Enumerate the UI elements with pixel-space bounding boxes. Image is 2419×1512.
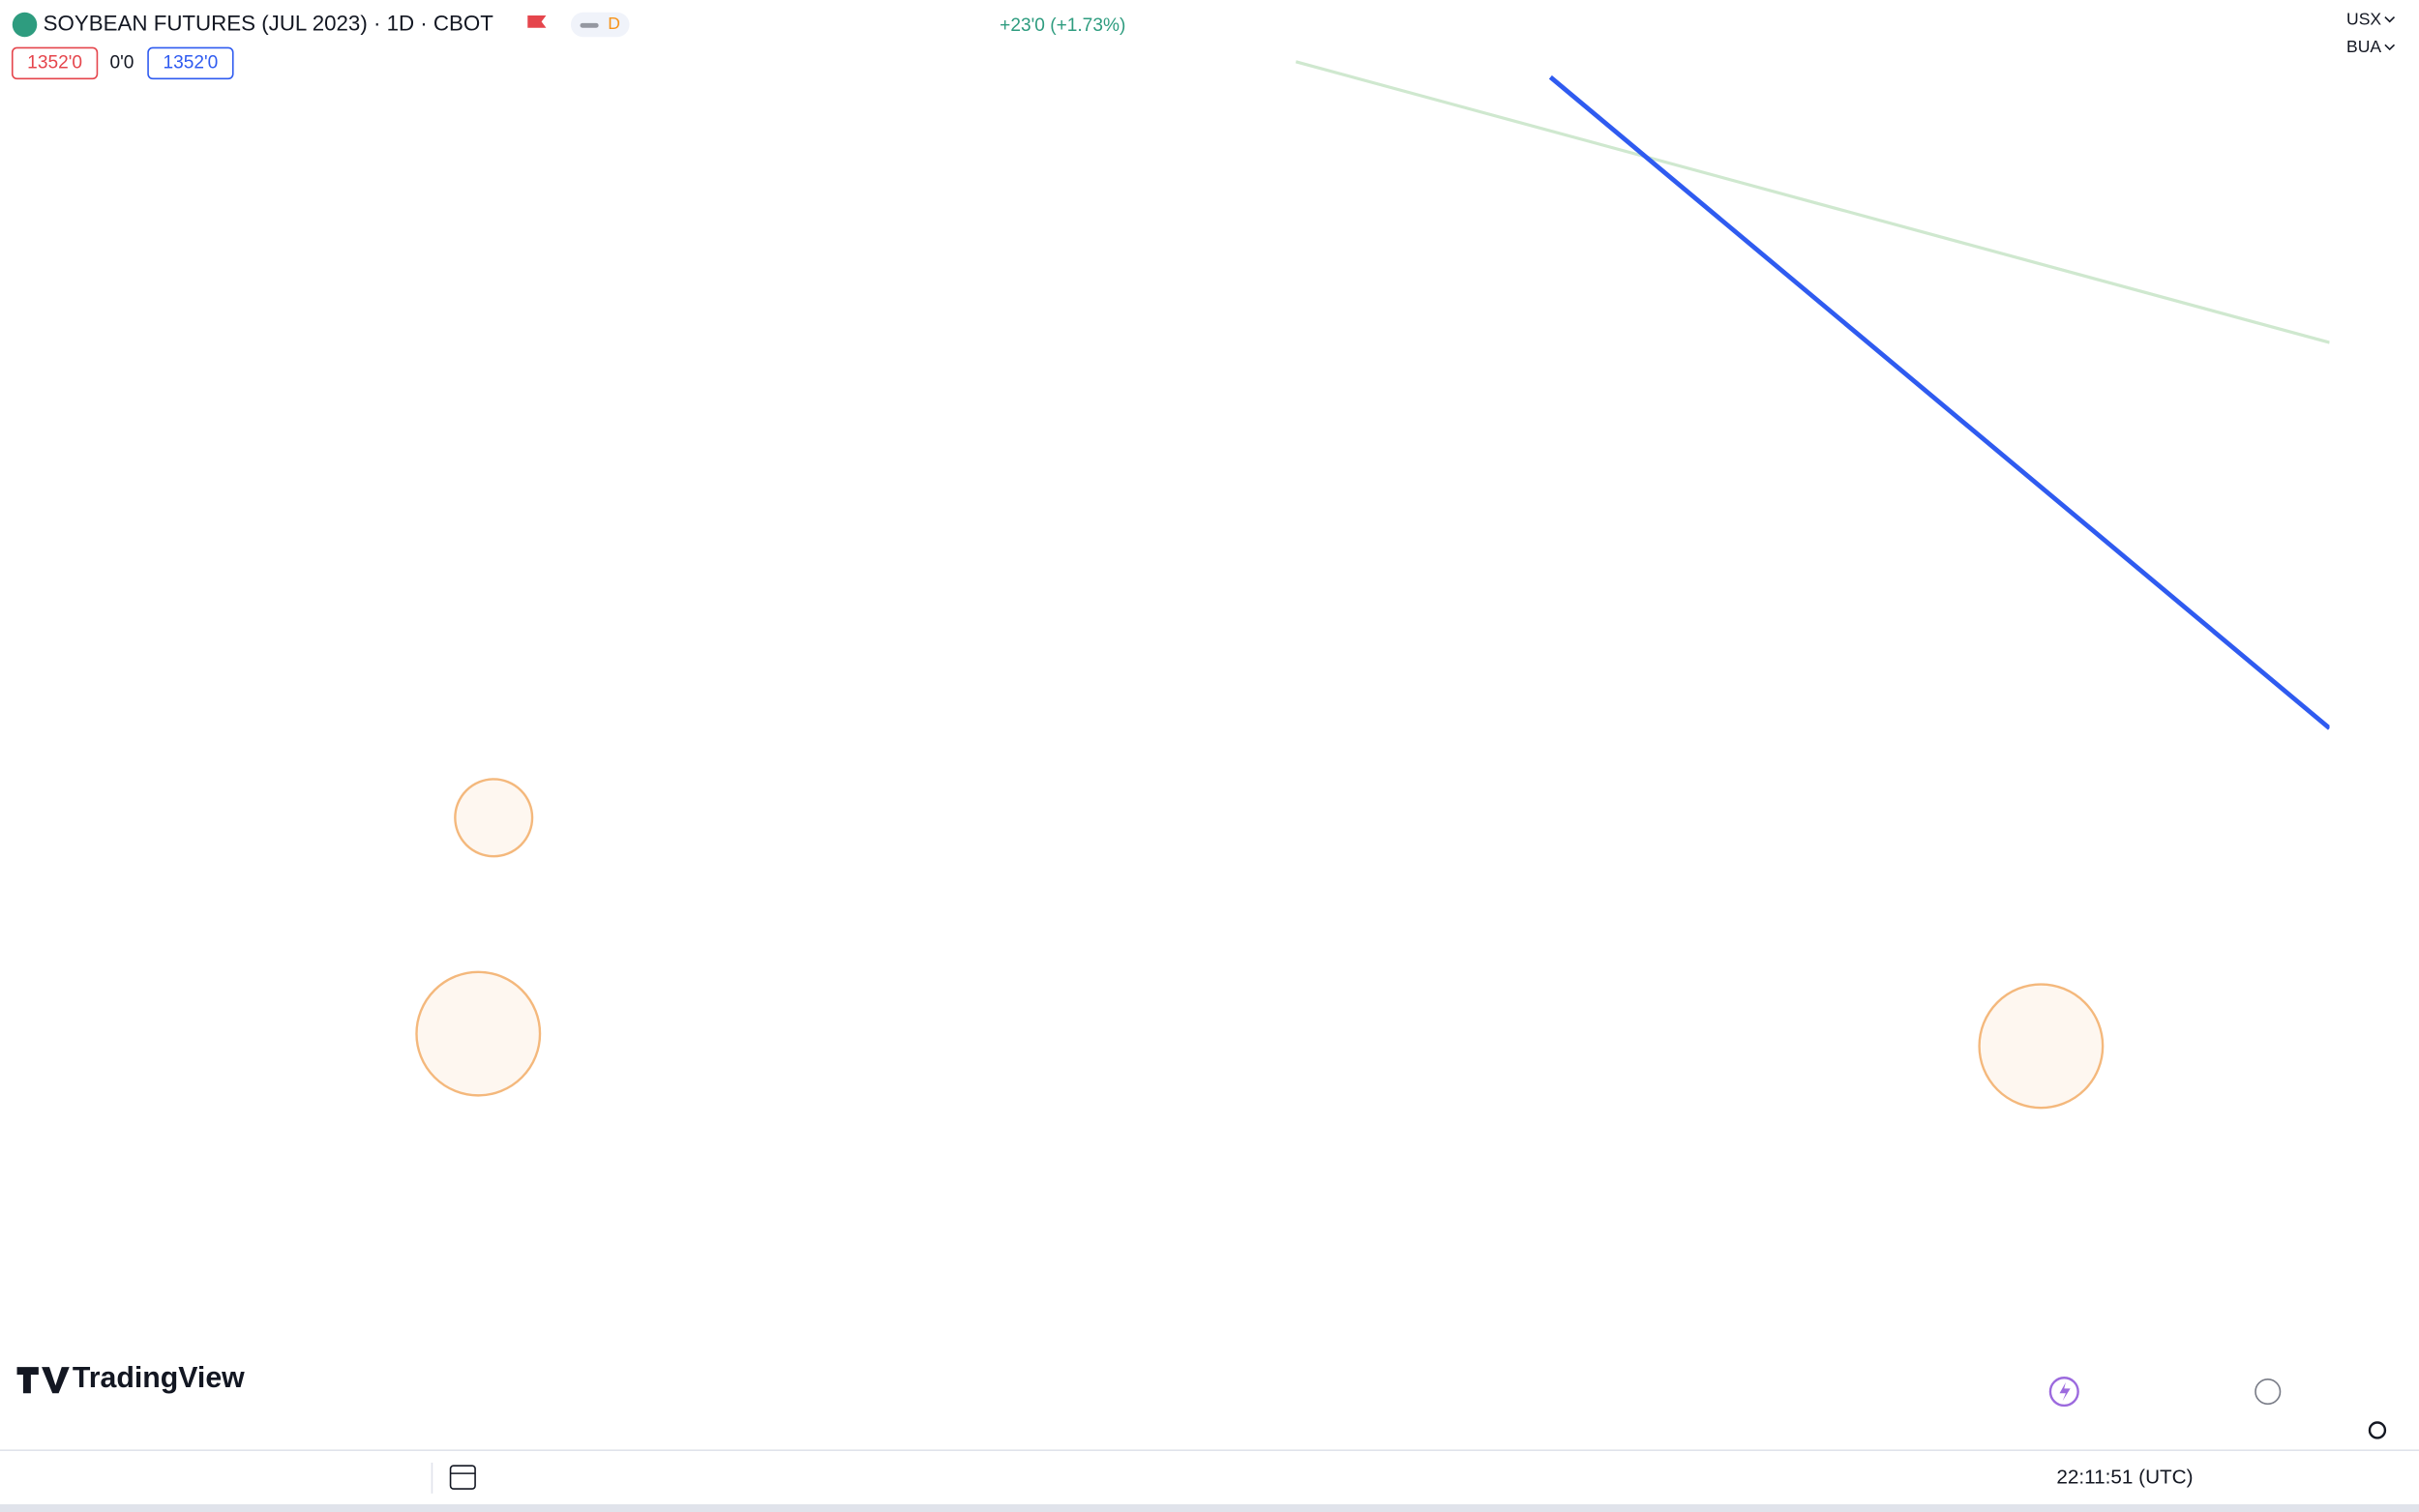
trend-line xyxy=(1295,60,2330,344)
badge-text: D xyxy=(608,14,620,33)
highlight-circle xyxy=(415,970,542,1097)
change: +23'0 (+1.73%) xyxy=(1000,15,1125,36)
buy-price: 1352'0 xyxy=(163,52,218,73)
calendar xyxy=(449,1465,476,1490)
brand-logo xyxy=(16,1367,70,1394)
sell-price: 1352'0 xyxy=(27,52,82,73)
buy-box[interactable] xyxy=(147,46,234,80)
brand: TradingView xyxy=(73,1362,245,1394)
symbol-title: SOYBEAN FUTURES (JUL 2023) · 1D · CBOT xyxy=(44,11,494,35)
clock: 22:11:51 (UTC) xyxy=(2056,1466,2193,1488)
flag-icon[interactable] xyxy=(527,15,547,28)
currency[interactable]: USX xyxy=(2346,9,2381,28)
sell-box[interactable] xyxy=(11,46,99,80)
chevron xyxy=(2384,15,2396,23)
chevron xyxy=(2384,44,2396,51)
badge-bar xyxy=(580,22,599,28)
bottom-strip xyxy=(0,1504,2419,1512)
timer-icon[interactable] xyxy=(2255,1379,2282,1406)
trend-line xyxy=(1548,74,2332,730)
alert-bolt xyxy=(2059,1382,2071,1402)
price-axis xyxy=(2329,0,2419,1408)
highlight-circle xyxy=(454,778,534,858)
settings-icon[interactable] xyxy=(2368,1421,2387,1439)
unit[interactable]: BUA xyxy=(2346,37,2381,56)
badge xyxy=(570,12,630,38)
spread: 0'0 xyxy=(109,52,134,73)
highlight-circle xyxy=(1978,983,2105,1110)
drawings xyxy=(415,60,2332,1110)
symbol-icon xyxy=(12,12,38,38)
calendar-icon[interactable] xyxy=(449,1465,476,1490)
